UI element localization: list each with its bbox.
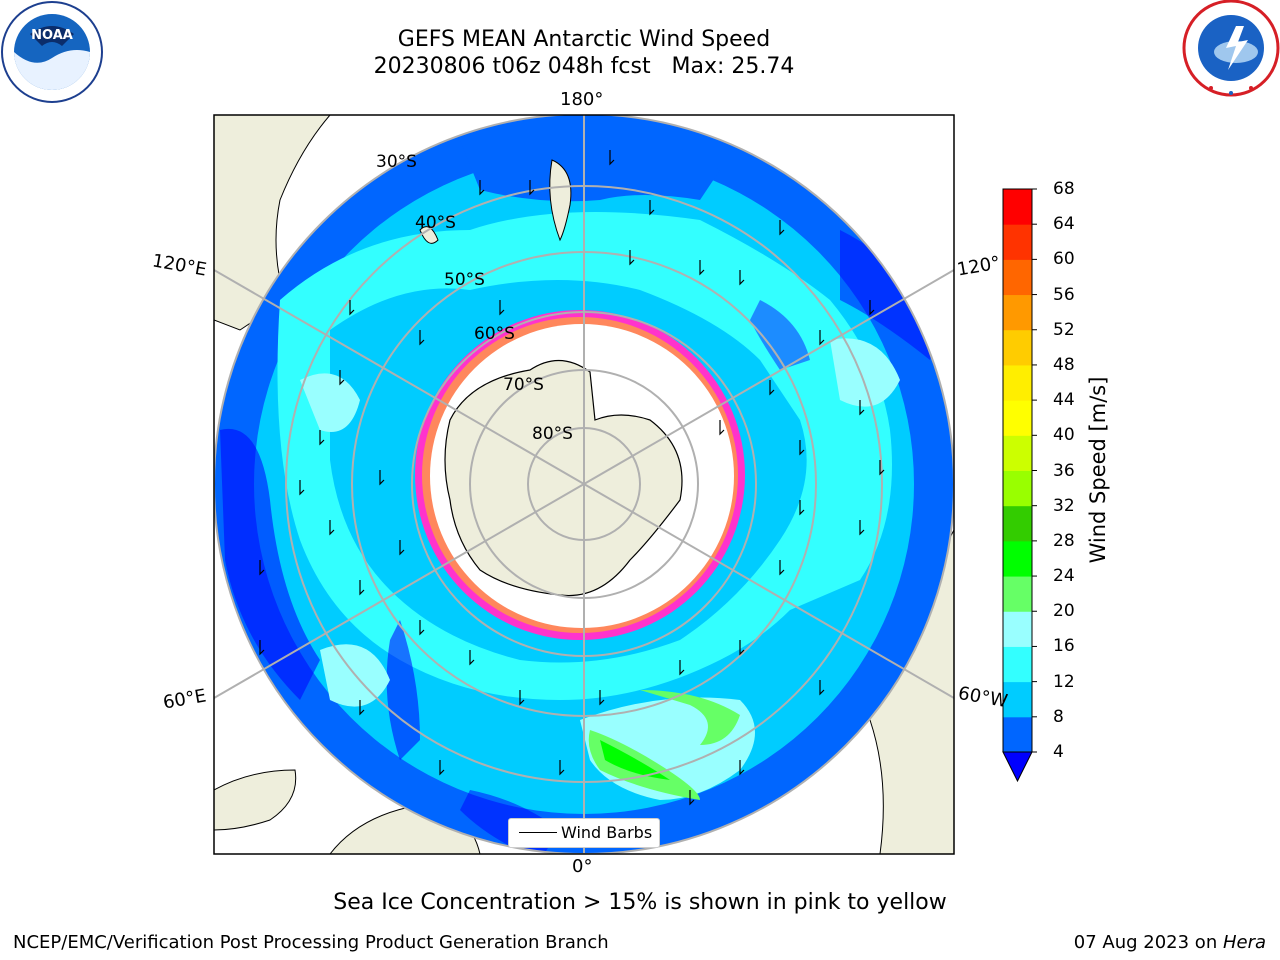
land-madagascar xyxy=(214,769,297,831)
colorbar-band xyxy=(1003,189,1032,225)
colorbar-tick-label: 16 xyxy=(1053,636,1075,657)
colorbar-tick-label: 60 xyxy=(1053,249,1075,270)
colorbar-band xyxy=(1003,646,1032,683)
land-antarctica xyxy=(444,359,683,597)
colorbar xyxy=(1002,188,1037,783)
lat-label-40s: 40°S xyxy=(415,213,456,233)
lat-label-50s: 50°S xyxy=(444,270,485,290)
footer-date: 07 Aug 2023 on Hera xyxy=(1074,932,1266,953)
colorbar-band xyxy=(1003,540,1032,577)
colorbar-band xyxy=(1003,611,1032,647)
colorbar-extend-arrow xyxy=(1002,751,1033,783)
lat-label-60s: 60°S xyxy=(474,324,515,344)
colorbar-band xyxy=(1003,364,1032,401)
colorbar-tick-label: 20 xyxy=(1053,601,1075,622)
colorbar-band xyxy=(1003,294,1032,331)
map-frame xyxy=(213,114,955,855)
map-legend: Wind Barbs xyxy=(508,818,660,848)
land-tasmania xyxy=(419,226,439,244)
lat-label-70s: 70°S xyxy=(503,375,544,395)
nws-logo xyxy=(1182,0,1280,97)
lon-label-0: 0° xyxy=(572,856,593,877)
lat-label-30s: 30°S xyxy=(376,152,417,172)
noaa-logo: NOAA xyxy=(1,1,103,103)
lat-label-80s: 80°S xyxy=(532,424,573,444)
map-area xyxy=(214,115,954,854)
colorbar-tick-label: 56 xyxy=(1053,284,1075,305)
colorbar-band xyxy=(1003,329,1032,366)
colorbar-band xyxy=(1003,224,1032,260)
colorbar-tick-label: 68 xyxy=(1053,179,1075,199)
wind-barbs xyxy=(259,150,885,806)
meridian-60e-120w xyxy=(214,269,954,699)
colorbar-band xyxy=(1003,505,1032,542)
colorbar-tick-label: 52 xyxy=(1053,319,1075,340)
colorbar-tick-label: 12 xyxy=(1053,671,1075,692)
sea-ice-note: Sea Ice Concentration > 15% is shown in … xyxy=(333,890,947,915)
footer-date-text: 07 Aug 2023 on xyxy=(1073,932,1223,953)
colorbar-tick-label: 44 xyxy=(1053,390,1075,411)
land-new-zealand xyxy=(549,159,572,242)
colorbar-tick-label: 64 xyxy=(1053,214,1075,235)
lon-label-180: 180° xyxy=(560,89,604,110)
colorbar-tick-label: 48 xyxy=(1053,354,1075,375)
chart-subtitle: 20230806 t06z 048h fcst Max: 25.74 xyxy=(373,54,795,79)
chart-title: GEFS MEAN Antarctic Wind Speed xyxy=(397,27,771,52)
legend-label: Wind Barbs xyxy=(561,823,653,842)
footer-host: Hera xyxy=(1222,932,1266,953)
colorbar-band xyxy=(1003,716,1032,753)
colorbar-tick-label: 40 xyxy=(1053,425,1075,446)
noaa-logo-text: NOAA xyxy=(31,28,73,43)
colorbar-tick-label: 32 xyxy=(1053,495,1075,516)
colorbar-tick-label: 28 xyxy=(1053,530,1075,551)
colorbar-band xyxy=(1003,435,1032,471)
colorbar-tick-label: 4 xyxy=(1053,742,1064,762)
legend-line-sample xyxy=(519,832,557,833)
colorbar-band xyxy=(1003,576,1032,612)
colorbar-tick-label: 36 xyxy=(1053,460,1075,481)
colorbar-band xyxy=(1003,470,1032,507)
colorbar-title: Wind Speed [m/s] xyxy=(1086,376,1110,564)
colorbar-band xyxy=(1003,681,1032,718)
graticule xyxy=(214,115,954,854)
colorbar-band xyxy=(1003,259,1032,296)
colorbar-tick-label: 8 xyxy=(1053,706,1064,727)
colorbar-band xyxy=(1003,400,1032,436)
colorbar-tick-label: 24 xyxy=(1053,566,1075,587)
footer-branch: NCEP/EMC/Verification Post Processing Pr… xyxy=(13,932,609,953)
